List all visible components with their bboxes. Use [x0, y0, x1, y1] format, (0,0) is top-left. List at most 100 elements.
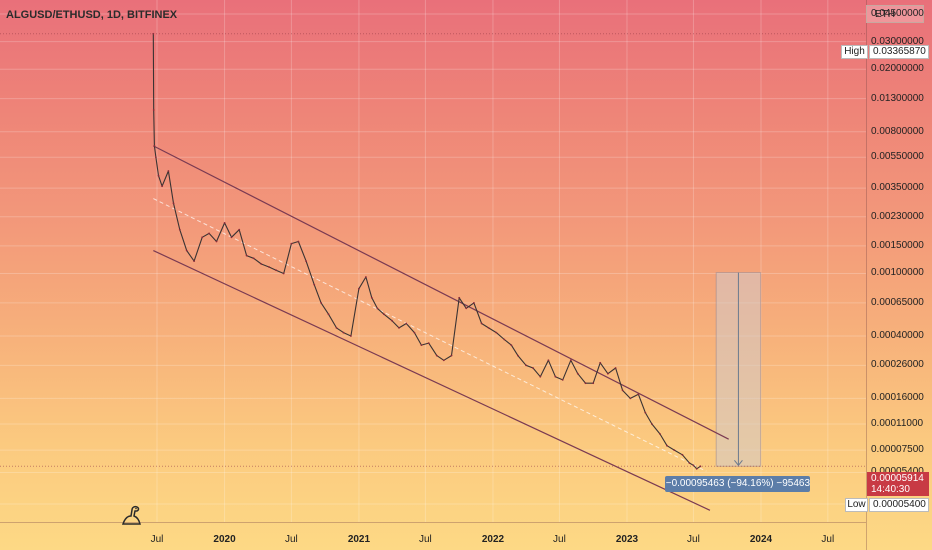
time-tick-month-label: Jul — [418, 534, 432, 545]
price-point — [282, 272, 285, 275]
measure-tool[interactable] — [715, 272, 762, 467]
price-point — [525, 364, 527, 367]
price-point — [215, 240, 218, 243]
time-tick-month-label: Jul — [553, 534, 566, 545]
price-point — [473, 302, 475, 304]
price-point — [435, 354, 438, 357]
price-point — [178, 228, 181, 231]
price-point — [365, 276, 367, 278]
currency-selector[interactable]: ETH — [866, 5, 924, 23]
price-point — [223, 222, 226, 224]
price-point — [230, 236, 233, 239]
reference-lines — [0, 33, 866, 467]
price-point — [252, 257, 255, 260]
last-price-badge: 0.00005914 14:40:30 — [867, 472, 929, 496]
price-point — [405, 322, 408, 325]
price-point — [442, 359, 445, 362]
price-tick-label: 0.00011000 — [871, 417, 924, 429]
price-point — [495, 331, 498, 334]
price-point — [517, 354, 519, 357]
price-point — [320, 302, 322, 304]
price-point — [659, 433, 661, 435]
price-tick-label: 0.00150000 — [871, 239, 924, 251]
price-point — [673, 449, 676, 451]
price-tick-label: 0.00350000 — [871, 182, 924, 194]
price-point — [427, 342, 430, 344]
channel-lower-line — [153, 250, 711, 511]
price-point — [607, 372, 609, 375]
price-point — [599, 361, 602, 364]
time-tick-month-label: Jul — [687, 534, 700, 545]
price-tick-label: 0.03000000 — [871, 35, 924, 47]
price-point — [629, 397, 632, 400]
price-point — [193, 260, 196, 262]
price-point — [370, 296, 373, 299]
price-point — [503, 338, 506, 341]
price-tick-label: 0.00005400 — [871, 466, 924, 477]
price-point — [245, 254, 248, 257]
price-point — [592, 382, 595, 385]
price-point — [561, 379, 564, 381]
price-point — [172, 202, 175, 205]
price-point — [327, 313, 330, 316]
price-point — [161, 185, 164, 188]
time-tick-year-label: 2020 — [213, 534, 236, 545]
price-point — [539, 375, 542, 378]
price-point — [465, 307, 468, 310]
price-point — [666, 444, 668, 447]
price-point — [695, 467, 698, 470]
price-point — [576, 372, 579, 375]
price-point — [644, 411, 647, 414]
price-point — [260, 263, 263, 265]
price-point — [681, 453, 684, 456]
time-tick-year-label: 2022 — [481, 534, 505, 545]
dinosaur-logo-icon[interactable] — [120, 504, 144, 526]
price-point — [290, 242, 293, 245]
price-point — [554, 375, 557, 378]
price-tick-label: 0.00550000 — [871, 151, 924, 163]
price-point — [155, 156, 157, 159]
price-point — [532, 367, 534, 369]
price-point — [275, 269, 277, 272]
price-point — [153, 145, 156, 147]
price-point — [584, 382, 587, 385]
descending-channel[interactable] — [153, 145, 729, 511]
channel-mid-line — [153, 198, 707, 472]
price-tick-label: 0.00040000 — [871, 329, 924, 341]
high-value: 0.03365870 — [869, 45, 929, 59]
price-point — [688, 462, 691, 464]
price-point — [201, 236, 204, 239]
price-point — [185, 249, 188, 252]
time-tick-month-label: Jul — [150, 534, 164, 545]
time-tick-month-label: Jul — [284, 534, 298, 545]
price-point — [268, 266, 270, 268]
chart-title: ALGUSD/ETHUSD, 1D, BITFINEX — [6, 9, 178, 21]
channel-upper-line — [153, 145, 729, 440]
price-point — [614, 367, 617, 369]
time-tick-month-label: Jul — [821, 534, 835, 545]
price-point — [413, 331, 416, 334]
price-point — [547, 359, 550, 362]
price-point — [398, 327, 400, 329]
price-tick-label: 0.00026000 — [871, 359, 924, 371]
price-point — [313, 283, 316, 286]
price-tick-label: 0.00007500 — [871, 444, 924, 456]
price-point — [376, 307, 379, 310]
price-point — [335, 327, 338, 329]
price-tick-label: 0.00230000 — [871, 210, 924, 222]
time-tick-year-label: 2024 — [749, 534, 773, 545]
price-point — [692, 464, 695, 467]
price-series — [152, 32, 702, 470]
price-point — [342, 331, 345, 334]
price-tick-label: 0.01300000 — [871, 92, 924, 104]
price-tick-label: 0.04500000 — [871, 8, 924, 19]
price-point — [651, 423, 653, 425]
price-point — [450, 354, 453, 357]
price-point — [305, 260, 307, 262]
low-label: Low — [845, 498, 868, 512]
price-point — [350, 335, 352, 337]
price-point — [480, 322, 483, 325]
price-point — [487, 327, 490, 329]
